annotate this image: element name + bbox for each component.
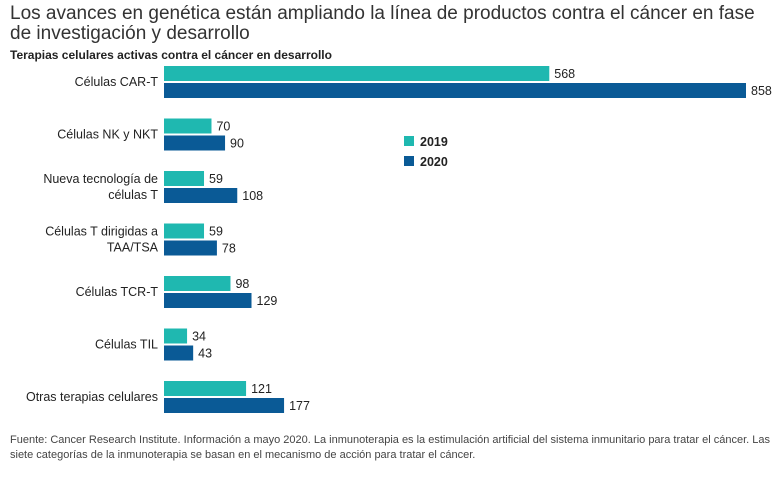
value-label-2020: 108 (242, 189, 263, 203)
value-label-2019: 59 (209, 172, 223, 186)
bar-2019 (164, 328, 188, 344)
legend-label-2019: 2019 (420, 135, 448, 149)
bar-2019 (164, 381, 247, 396)
bar-2019 (164, 118, 212, 134)
value-label-2019: 98 (235, 277, 249, 291)
category-label: Nueva tecnología de células T (43, 172, 158, 202)
chart-subtitle: Terapias celulares activas contra el cán… (10, 48, 332, 62)
category-label: Otras terapias celulares (26, 390, 158, 404)
bar-2020 (164, 135, 226, 151)
bar-2019 (164, 171, 205, 186)
value-label-2020: 129 (257, 294, 278, 308)
value-label-2019: 34 (192, 330, 206, 344)
bar-2020 (164, 398, 285, 413)
value-label-2019: 59 (209, 225, 223, 239)
bar-2019 (164, 276, 231, 291)
value-label-2020: 858 (751, 84, 772, 98)
source-note: Fuente: Cancer Research Institute. Infor… (10, 434, 770, 461)
value-label-2019: 568 (554, 67, 575, 81)
bar-2020 (164, 83, 746, 98)
value-label-2019: 70 (216, 120, 230, 134)
bar-2020 (164, 240, 217, 256)
value-label-2020: 177 (289, 399, 310, 413)
chart-title: Los avances en genética están ampliando … (10, 3, 755, 44)
value-label-2020: 90 (230, 137, 244, 151)
category-label: Células T dirigidas a TAA/TSA (45, 225, 158, 255)
legend-swatch-2019 (404, 136, 414, 146)
value-label-2020: 43 (198, 347, 212, 361)
value-label-2020: 78 (222, 242, 236, 256)
category-label: Células TIL (95, 338, 158, 352)
legend-label-2020: 2020 (420, 155, 448, 169)
category-label: Células CAR-T (75, 75, 159, 89)
category-label: Células NK y NKT (57, 128, 158, 142)
bar-2020 (164, 188, 238, 203)
bar-2020 (164, 345, 194, 361)
bar-2020 (164, 293, 252, 308)
value-label-2019: 121 (251, 382, 272, 396)
bar-2019 (164, 66, 550, 81)
legend-swatch-2020 (404, 156, 414, 166)
bar-2019 (164, 223, 205, 239)
category-label: Células TCR-T (76, 285, 159, 299)
